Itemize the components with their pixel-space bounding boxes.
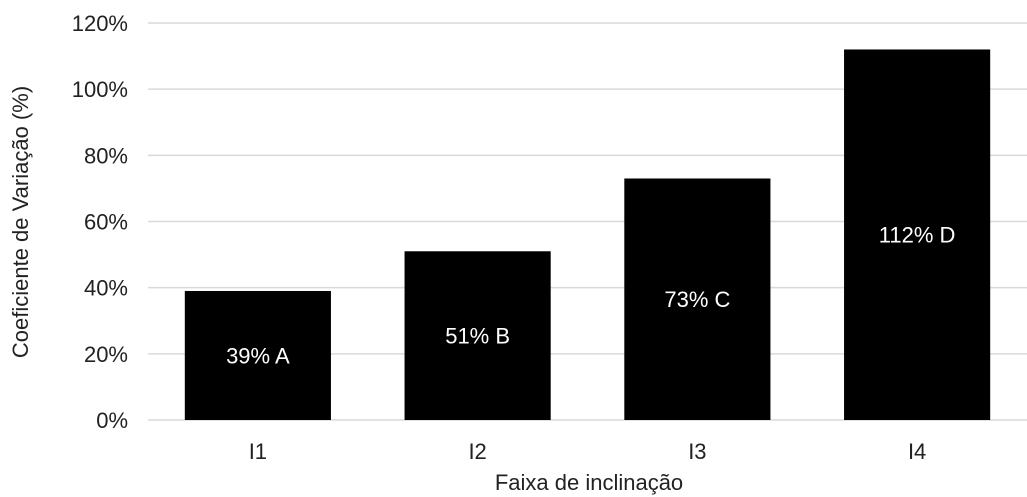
- y-tick-label: 80%: [84, 143, 128, 168]
- bar-i4: [844, 49, 991, 420]
- y-tick-label: 20%: [84, 342, 128, 367]
- data-labels: 39% A 51% B 73% C 112% D: [226, 223, 955, 369]
- data-label: 51% B: [445, 324, 510, 349]
- y-tick-label: 100%: [72, 77, 128, 102]
- y-tick-label: 40%: [84, 276, 128, 301]
- y-tick-label: 0%: [96, 408, 128, 433]
- x-axis-title: Faixa de inclinação: [495, 470, 683, 495]
- bar-i1: [184, 290, 331, 420]
- y-tick-label: 120%: [72, 11, 128, 36]
- x-tick-label: I3: [688, 439, 706, 464]
- x-tick-label: I2: [468, 439, 486, 464]
- x-tick-label: I1: [249, 439, 267, 464]
- y-axis-ticks: 0% 20% 40% 60% 80% 100% 120%: [72, 11, 128, 433]
- x-tick-label: I4: [908, 439, 926, 464]
- y-tick-label: 60%: [84, 210, 128, 235]
- bar-i2: [404, 251, 551, 420]
- x-axis-ticks: I1 I2 I3 I4: [249, 439, 927, 464]
- bars: [184, 49, 991, 420]
- data-label: 73% C: [664, 287, 730, 312]
- data-label: 112% D: [879, 223, 956, 248]
- data-label: 39% A: [226, 343, 290, 368]
- bar-i3: [624, 178, 771, 420]
- y-axis-title: Coeficiente de Variação (%): [8, 86, 33, 358]
